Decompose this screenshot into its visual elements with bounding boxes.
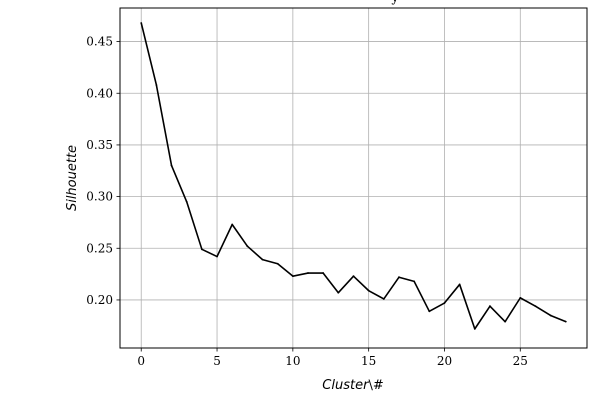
data-point: [489, 305, 491, 308]
data-point: [185, 200, 188, 203]
data-point: [261, 258, 264, 261]
data-point: [428, 310, 431, 313]
y-tick-label: 0.40: [86, 86, 113, 100]
data-point: [246, 245, 249, 248]
data-point: [564, 320, 567, 323]
x-axis-label-text: Cluster: [322, 378, 370, 393]
grid-lines: [120, 8, 587, 348]
x-tick-label: 15: [361, 354, 376, 368]
data-point: [413, 280, 416, 283]
x-axis-label-suffix: \#: [368, 378, 383, 393]
chart-title: y: [390, 0, 399, 6]
data-point: [473, 327, 476, 330]
x-axis-label: Cluster\#: [322, 378, 383, 393]
data-point: [519, 296, 522, 299]
data-point: [216, 255, 218, 258]
x-tick-label: 10: [285, 354, 300, 368]
y-tick-label: 0.25: [86, 241, 113, 255]
data-point: [307, 272, 309, 274]
y-tick-label: 0.35: [86, 138, 113, 152]
axis-ticks: 0 5 10 15 20 25 0.20 0.25 0.30 0.35 0.40 0.45: [86, 35, 528, 368]
data-point: [155, 84, 158, 86]
data-point: [200, 248, 203, 251]
y-tick-label: 0.45: [86, 35, 113, 49]
data-point: [337, 291, 340, 294]
data-point: [231, 223, 234, 226]
data-point: [170, 164, 173, 167]
x-tick-label: 20: [437, 354, 452, 368]
data-point: [322, 272, 325, 274]
y-axis-label: Silhouette: [65, 145, 80, 211]
data-point: [549, 314, 552, 317]
data-point: [443, 302, 446, 304]
data-point: [398, 276, 400, 279]
y-tick-label: 0.30: [86, 190, 113, 204]
data-point: [140, 22, 143, 24]
x-tick-label: 5: [213, 354, 221, 368]
data-point: [291, 275, 294, 278]
plot-frame: [119, 7, 588, 349]
y-tick-label: 0.20: [86, 293, 113, 307]
data-point: [276, 262, 279, 265]
data-point: [382, 298, 385, 300]
data-point: [458, 283, 461, 286]
x-tick-label: 25: [513, 354, 528, 368]
silhouette-series-line: [140, 22, 567, 330]
data-point: [367, 289, 370, 292]
data-point: [352, 275, 355, 278]
x-tick-label: 0: [137, 354, 145, 368]
series-layer: [140, 22, 567, 330]
data-point: [534, 305, 537, 308]
data-point: [504, 320, 507, 323]
